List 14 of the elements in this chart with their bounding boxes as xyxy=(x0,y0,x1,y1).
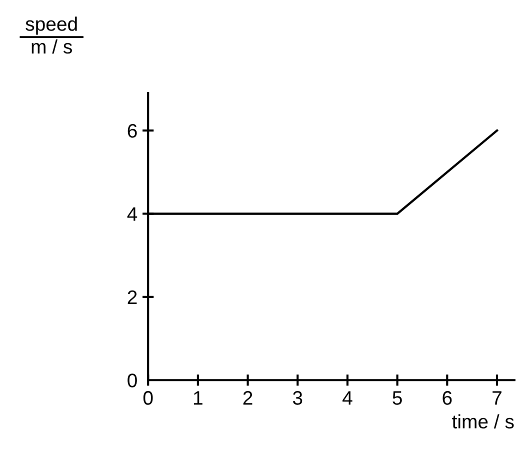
x-tick-label: 2 xyxy=(243,391,252,405)
x-axis-title: time / s xyxy=(452,414,514,429)
y-axis-title: speed m / s xyxy=(26,16,77,54)
x-tick-label: 4 xyxy=(342,391,352,405)
x-tick-label: 3 xyxy=(292,391,302,405)
y-tick-label: 0 xyxy=(128,374,137,388)
x-tick-label: 7 xyxy=(492,391,502,405)
x-tick-label: 0 xyxy=(143,391,153,405)
x-tick-label: 1 xyxy=(194,391,202,405)
x-tick-label: 6 xyxy=(442,391,452,405)
y-tick-label: 6 xyxy=(128,124,137,138)
y-tick-label: 2 xyxy=(128,290,137,304)
x-tick-label: 5 xyxy=(392,391,402,405)
y-tick-label: 4 xyxy=(127,207,138,221)
